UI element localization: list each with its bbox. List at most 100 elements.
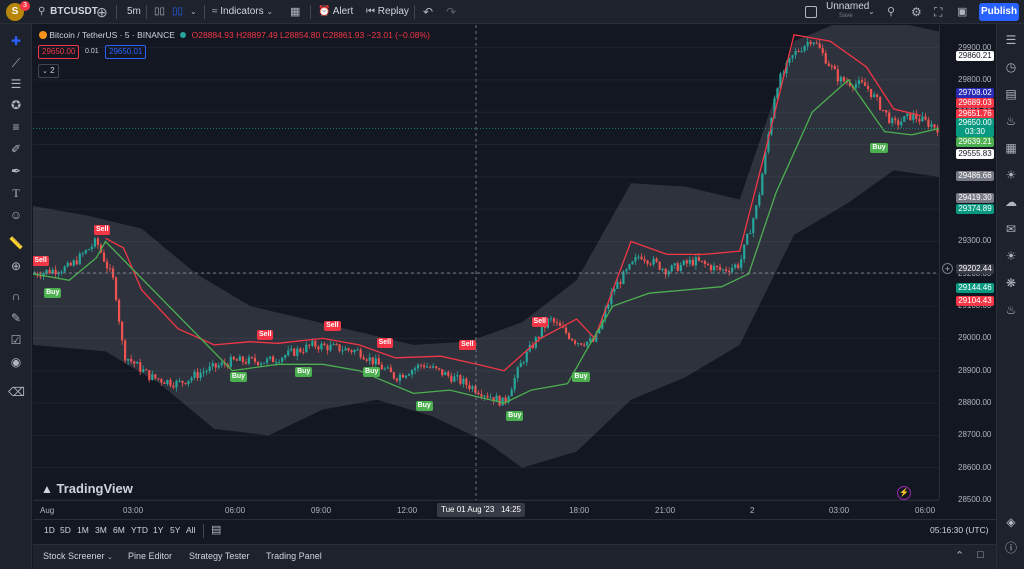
chevron-up-icon[interactable]: ⌃ [955,550,965,562]
buy-price-button[interactable]: 29650.01 [105,45,147,59]
candle-body [691,259,694,266]
candle-body [259,363,263,366]
bell-icon[interactable]: ♨ [1005,303,1017,317]
eye-icon[interactable]: ◉ [10,355,22,369]
magnet-icon[interactable]: ∩ [11,289,21,303]
price-label: 03:30 [956,127,994,137]
candle-body [308,344,311,346]
candle-body [66,262,69,267]
tab-pine-editor[interactable]: Pine Editor [128,551,173,561]
fib-retracement-icon[interactable]: ≡ [12,120,20,134]
chart-pane[interactable]: Bitcoin / TetherUS · 5 · BINANCE O28884.… [33,25,939,500]
pitchfork-icon[interactable]: ✪ [10,98,22,112]
emoji-icon[interactable]: ☺ [9,208,23,222]
tab-trading-panel[interactable]: Trading Panel [266,551,322,561]
redo-icon[interactable]: ↷ [446,5,457,19]
trash-icon[interactable]: ⌫ [8,385,25,399]
legend-symbol-title[interactable]: Bitcoin / TetherUS · 5 · BINANCE [49,30,175,40]
candle-body [567,333,571,339]
layout-name[interactable]: Unnamed [826,1,870,12]
replay-button[interactable]: ⏮ Replay [366,0,409,24]
candle-body [202,371,205,373]
candle-body [480,394,483,397]
notification-badge: 3 [20,1,30,11]
zoom-in-icon[interactable]: ⊕ [10,259,22,273]
brush-icon[interactable]: ✐ [10,142,22,156]
chevron-down-icon[interactable]: ⌄ [868,7,875,16]
camera-icon[interactable]: ▣ [957,6,968,18]
notifications-icon[interactable]: ☀ [1005,249,1017,263]
templates-grid-icon[interactable]: ▦ [290,6,301,18]
quick-search-icon[interactable]: ⚲ [887,6,896,18]
ruler-icon[interactable]: 📏 [8,236,24,250]
layout-checkbox[interactable] [805,6,817,18]
ideas-lightbulb-icon[interactable]: ☀ [1005,168,1017,182]
gear-icon[interactable]: ⚙ [911,5,922,19]
candle-body [299,348,302,352]
fullscreen-icon[interactable]: ⛶ [934,5,943,19]
range-ytd[interactable]: YTD [131,525,148,535]
streams-cloud-icon[interactable]: ☁ [1005,195,1017,209]
candle-body [217,365,220,368]
candle-body [860,80,864,83]
time-axis[interactable]: Aug 03:00 06:00 09:00 12:00 18:00 21:00 … [33,500,939,519]
indicators-button[interactable]: ≈ Indicators ⌄ [212,0,273,24]
interval-button[interactable]: 5m [127,6,141,17]
calendar-icon[interactable]: ▦ [1005,141,1017,155]
bar-style-icon[interactable]: ▯▯ [154,6,166,17]
price-label: 29651.76 [956,109,994,119]
candle-body [646,260,649,264]
candle-body [743,244,746,260]
symbol-search[interactable]: ⚲ BTCUSDT [38,0,98,24]
crosshair-icon[interactable]: ✚ [10,34,22,48]
layers-icon[interactable]: ◈ [1006,515,1016,529]
pen-icon[interactable]: ✒ [10,164,22,178]
range-1m[interactable]: 1M [77,525,89,535]
stay-in-drawing-icon[interactable]: ✎ [10,311,22,325]
go-to-date-calendar-icon[interactable]: ▤ [211,524,222,536]
candle-body [894,118,897,121]
user-avatar[interactable]: S [6,3,24,21]
range-all[interactable]: All [186,525,196,535]
alert-button[interactable]: ⏰ Alert [318,0,353,24]
compare-add-icon[interactable]: ⊕ [96,4,108,20]
alerts-clock-icon[interactable]: ◷ [1005,60,1017,74]
range-1y[interactable]: 1Y [153,525,164,535]
sell-price-button[interactable]: 29650.00 [38,45,80,59]
candle-body [48,269,51,274]
broadcast-icon[interactable]: ❋ [1005,276,1017,290]
candle-body [903,116,906,122]
candle-body [250,357,254,359]
range-3m[interactable]: 3M [95,525,107,535]
undo-icon[interactable]: ↶ [423,5,434,19]
chat-icon[interactable]: ✉ [1005,222,1017,236]
trend-line-icon[interactable]: ⟋ [11,56,21,70]
chevron-down-icon[interactable]: ⌄ [190,7,197,16]
lock-icon[interactable]: ☑ [10,333,22,347]
lightning-icon[interactable]: ⚡ [897,486,911,500]
utc-clock[interactable]: 05:16:30 (UTC) [930,525,989,535]
range-6m[interactable]: 6M [113,525,125,535]
maximize-icon[interactable]: □ [977,549,984,561]
data-window-icon[interactable]: ▤ [1005,87,1017,101]
range-1d[interactable]: 1D [44,525,55,535]
candle-body [145,369,148,371]
range-5y[interactable]: 5Y [170,525,181,535]
candle-body [679,264,682,271]
watchlist-icon[interactable]: ☰ [1005,33,1017,47]
tab-stock-screener[interactable]: Stock Screener ⌄ [43,551,113,561]
tab-strategy-tester[interactable]: Strategy Tester [189,551,250,561]
indicator-collapse-toggle[interactable]: ⌄ 2 [38,64,59,78]
publish-button[interactable]: Publish [979,3,1019,21]
hotlist-fire-icon[interactable]: ♨ [1005,114,1017,128]
candles-icon[interactable]: ▯▯ [172,6,184,17]
range-5d[interactable]: 5D [60,525,71,535]
candle-body [740,259,743,268]
text-tool-icon[interactable]: T [12,186,20,200]
price-chart[interactable] [33,25,939,500]
horizontal-lines-icon[interactable]: ☰ [10,77,22,91]
candle-body [791,55,794,59]
price-axis[interactable]: + 29900.0029800.0029700.0029600.0029500.… [939,25,996,504]
help-icon[interactable]: ⓘ [1004,541,1017,555]
add-order-plus-icon[interactable]: + [942,263,953,274]
